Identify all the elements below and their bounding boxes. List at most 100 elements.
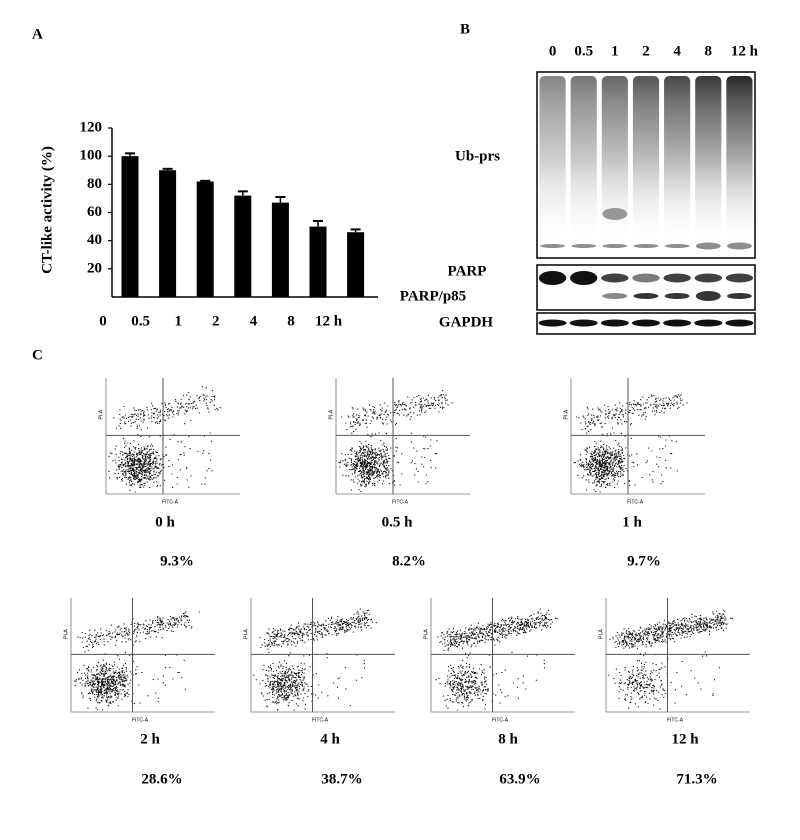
panel-label: A (32, 26, 43, 42)
scatter-dots (435, 608, 558, 711)
scatter-dots (338, 390, 453, 493)
gapdh-band (569, 319, 598, 327)
percent-label: 28.6% (141, 771, 182, 787)
low-band (664, 244, 690, 248)
percent-label: 9.3% (160, 553, 194, 569)
low-band (695, 242, 721, 250)
y-tick-label: 80 (87, 176, 102, 192)
bar (347, 232, 365, 297)
low-band (540, 244, 566, 248)
scatter-dots (253, 608, 377, 711)
band (602, 208, 628, 220)
lane-label: 2 (642, 43, 650, 59)
lane-label: 0 (549, 43, 557, 59)
p85-band (664, 293, 690, 299)
axis-label: PI-A (63, 628, 69, 638)
bar (309, 226, 327, 297)
ub-smear (664, 76, 691, 246)
bar (196, 181, 214, 297)
low-band (571, 244, 597, 248)
row-label: PARP/p85 (400, 288, 466, 304)
gapdh-band (725, 319, 754, 327)
y-tick-label: 100 (80, 148, 103, 164)
lane-label: 4 (673, 43, 681, 59)
blot-frame (536, 71, 756, 259)
scatter-dots (74, 611, 200, 711)
western-blot: 0 0.5 1 2 4 8 12 h Ub-prs PARP PARP/p85 GAPDH (400, 43, 759, 335)
low-band (602, 244, 628, 248)
gapdh-band (663, 319, 692, 327)
axis-label: FITC-A (132, 717, 149, 723)
ub-smear (726, 76, 753, 246)
time-label: 0.5 h (382, 514, 414, 530)
time-label: 8 h (498, 731, 518, 747)
axis-label: PI-A (243, 628, 249, 638)
axis-label: FITC-A (627, 499, 644, 505)
axis-label: FITC-A (392, 499, 409, 505)
parp-band (694, 273, 722, 283)
y-tick-label: 60 (87, 204, 102, 220)
lane-label: 0.5 (574, 43, 593, 59)
axis-label: FITC-A (162, 499, 179, 505)
parp-band (570, 271, 598, 285)
p85-band (695, 291, 721, 301)
blot-frame (536, 312, 756, 335)
p85-band (602, 293, 628, 299)
axis-label: PI-A (598, 628, 604, 638)
scatter-dots (108, 386, 221, 493)
panel-label: C (32, 347, 43, 363)
percent-label: 8.2% (392, 553, 426, 569)
axis-label: FITC-A (492, 717, 509, 723)
axis-label: PI-A (328, 409, 334, 419)
row-label: PARP (448, 263, 487, 279)
bar (234, 195, 252, 297)
y-tick-label: 120 (80, 119, 103, 135)
bar (159, 170, 177, 297)
x-tick-label: 0 (99, 313, 107, 329)
parp-band (632, 273, 660, 283)
ub-smear (695, 76, 722, 246)
time-label: 2 h (140, 731, 160, 747)
x-tick-label: 4 (250, 313, 258, 329)
time-label: 0 h (155, 514, 175, 530)
gapdh-band (600, 319, 629, 327)
percent-label: 63.9% (499, 771, 540, 787)
axis-label: FITC-A (312, 717, 329, 723)
percent-label: 38.7% (321, 771, 362, 787)
flow-cytometry: FITC-A PI-A 0 h 9.3% FITC-A PI-A 0.5 h 8.2% FITC… (63, 378, 750, 787)
scatter-dots (608, 609, 733, 710)
y-axis-label: CT-like activity (%) (39, 146, 55, 274)
parp-band (601, 273, 629, 283)
ub-smear (632, 76, 660, 246)
x-tick-label: 1 (174, 313, 182, 329)
axis-label: PI-A (423, 628, 429, 638)
ub-smear (601, 76, 628, 246)
parp-band (538, 271, 567, 285)
parp-band (725, 273, 754, 283)
bar (271, 202, 289, 297)
low-band (633, 244, 659, 248)
scatter-dots (573, 394, 688, 493)
percent-label: 71.3% (676, 771, 717, 787)
ub-smear (570, 76, 597, 246)
y-tick-label: 20 (87, 260, 102, 276)
ub-smear (539, 76, 566, 246)
gapdh-band (694, 319, 723, 327)
lane-label: 1 (611, 43, 619, 59)
p85-band (726, 293, 752, 299)
axis-label: PI-A (98, 409, 104, 419)
time-label: 12 h (671, 731, 699, 747)
p85-band (633, 293, 659, 299)
low-band (726, 242, 752, 250)
x-tick-label: 8 (287, 313, 295, 329)
x-tick-label: 2 (212, 313, 220, 329)
gapdh-band (538, 319, 567, 327)
gapdh-band (631, 319, 661, 327)
axis-label: FITC-A (667, 717, 684, 723)
bar (121, 156, 139, 297)
row-label: Ub-prs (455, 148, 500, 164)
axis-label: PI-A (563, 409, 569, 419)
percent-label: 9.7% (627, 553, 661, 569)
